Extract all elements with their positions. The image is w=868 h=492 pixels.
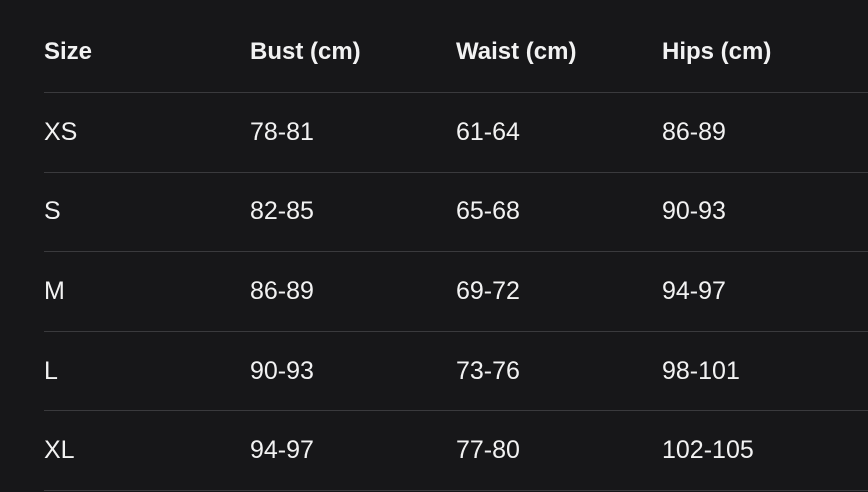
table-cell: L bbox=[44, 356, 58, 385]
table-cell: 77-80 bbox=[456, 436, 520, 465]
table-cell: M bbox=[44, 276, 65, 305]
table-row: XL 94-97 77-80 102-105 bbox=[44, 411, 868, 491]
table-cell: 61-64 bbox=[456, 117, 520, 146]
header-cell: Hips (cm) bbox=[662, 38, 772, 65]
table-cell: 86-89 bbox=[250, 276, 314, 305]
table-cell: 86-89 bbox=[662, 117, 726, 146]
header-cell: Size bbox=[44, 38, 93, 65]
size-table: Size Bust (cm) Waist (cm) Hips (cm) XS 78-81 6… bbox=[44, 12, 868, 491]
table-row: L 90-93 73-76 98-101 bbox=[44, 332, 868, 412]
header-cell: Bust (cm) bbox=[250, 38, 361, 65]
table-cell: 73-76 bbox=[456, 356, 520, 385]
table-cell: XL bbox=[44, 436, 75, 465]
table-cell: 94-97 bbox=[662, 276, 726, 305]
table-cell: 94-97 bbox=[250, 436, 314, 465]
table-row: M 86-89 69-72 94-97 bbox=[44, 252, 868, 332]
table-cell: 90-93 bbox=[662, 197, 726, 226]
table-cell: 82-85 bbox=[250, 197, 314, 226]
table-cell: 102-105 bbox=[662, 436, 754, 465]
table-cell: 78-81 bbox=[250, 117, 314, 146]
table-cell: S bbox=[44, 197, 61, 226]
table-cell: 65-68 bbox=[456, 197, 520, 226]
header-row: Size Bust (cm) Waist (cm) Hips (cm) bbox=[44, 12, 868, 93]
table-cell: XS bbox=[44, 117, 78, 146]
table-cell: 69-72 bbox=[456, 276, 520, 305]
header-cell: Waist (cm) bbox=[456, 38, 577, 65]
table-row: S 82-85 65-68 90-93 bbox=[44, 173, 868, 253]
table-cell: 90-93 bbox=[250, 356, 314, 385]
table-cell: 98-101 bbox=[662, 356, 740, 385]
table-row: XS 78-81 61-64 86-89 bbox=[44, 93, 868, 173]
